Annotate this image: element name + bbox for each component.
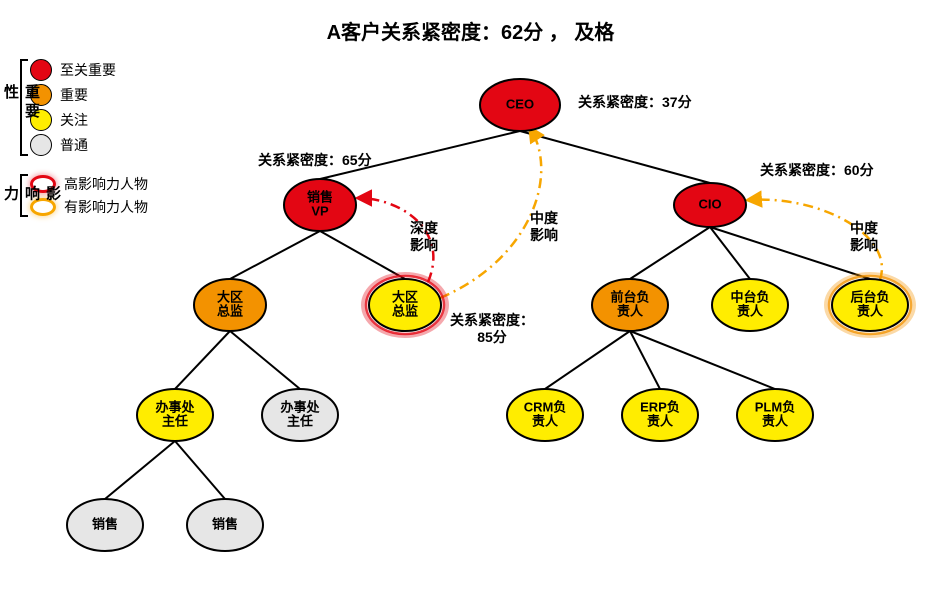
org-node-dz1: 大区总监 bbox=[194, 279, 266, 331]
anno-dz2: 关系紧密度： 85分 bbox=[450, 312, 534, 346]
org-node-dz2: 大区总监 bbox=[363, 274, 447, 336]
org-node-vp: 销售VP bbox=[284, 179, 356, 231]
anno-ceo: 关系紧密度：37分 bbox=[578, 92, 692, 112]
org-node-plm: PLM负责人 bbox=[737, 389, 813, 441]
org-node-s2: 销售 bbox=[187, 499, 263, 551]
anno-vp: 关系紧密度：65分 bbox=[258, 150, 372, 170]
org-node-qfzr: 前台负责人 bbox=[592, 279, 668, 331]
influence-label: 深度 影响 bbox=[410, 220, 438, 254]
anno-cio: 关系紧密度：60分 bbox=[760, 160, 874, 180]
org-node-crm: CRM负责人 bbox=[507, 389, 583, 441]
org-node-cio: CIO bbox=[674, 183, 746, 227]
org-node-hfzr: 后台负责人 bbox=[826, 274, 914, 336]
org-node-s1: 销售 bbox=[67, 499, 143, 551]
influence-label: 中度 影响 bbox=[530, 210, 558, 244]
org-node-zfzr: 中台负责人 bbox=[712, 279, 788, 331]
influence-label: 中度 影响 bbox=[850, 220, 878, 254]
org-node-erp: ERP负责人 bbox=[622, 389, 698, 441]
org-node-b1: 办事处主任 bbox=[137, 389, 213, 441]
org-tree: CEO 销售VP CIO 大区总监 大区总监 前台负责人中台负责人后台负责人办事处主任办事… bbox=[0, 0, 941, 595]
org-node-b2: 办事处主任 bbox=[262, 389, 338, 441]
org-node-ceo: CEO bbox=[480, 79, 560, 131]
